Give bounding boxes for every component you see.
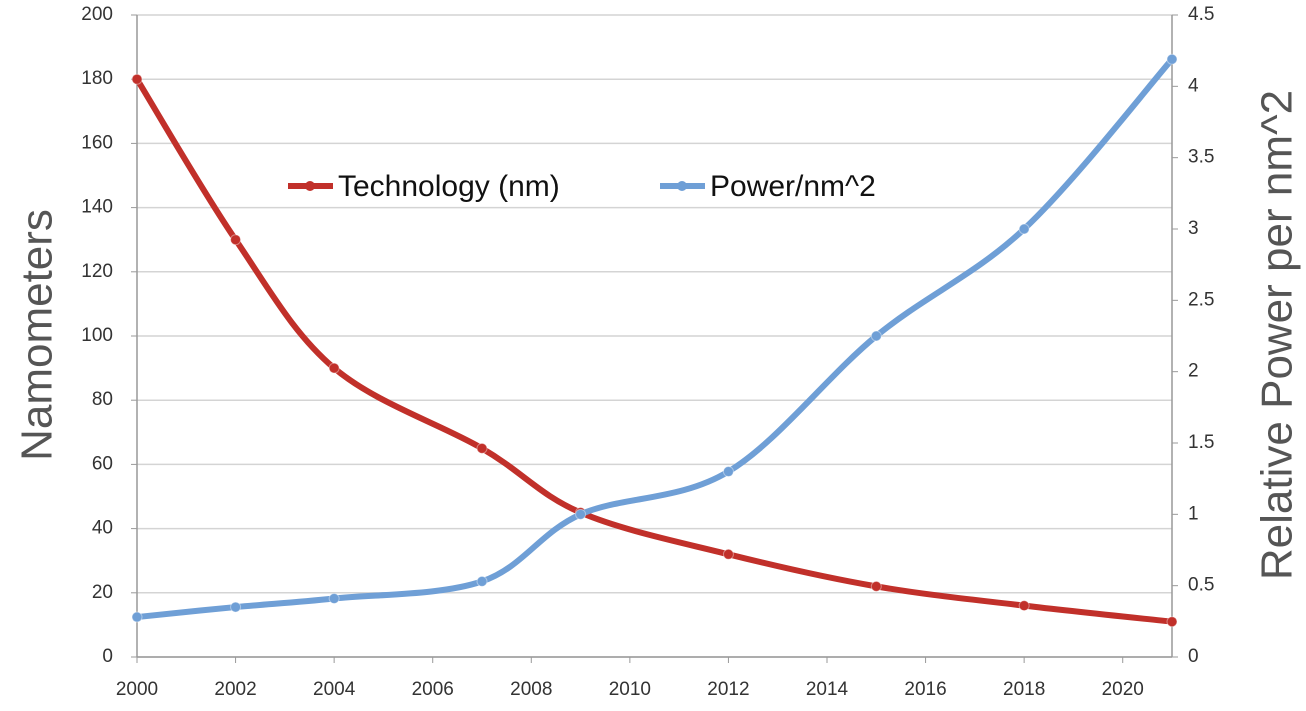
x-tick-label: 2016 (904, 679, 946, 700)
legend-marker (677, 181, 687, 191)
y-tick-label: 200 (81, 4, 113, 25)
series-marker (870, 330, 882, 342)
y2-tick-label: 3 (1188, 218, 1199, 239)
legend-marker (305, 181, 315, 191)
x-tick-label: 2018 (1003, 679, 1045, 700)
y-tick-label: 40 (92, 518, 113, 539)
series-marker (575, 508, 587, 520)
series-line (134, 56, 1175, 621)
series-marker (230, 601, 242, 613)
series-marker (1018, 600, 1030, 612)
y2-tick-label: 4 (1188, 75, 1199, 96)
series-marker (131, 611, 143, 623)
x-tick-label: 2010 (609, 679, 651, 700)
series-marker (131, 73, 143, 85)
series-marker (328, 362, 340, 374)
y-tick-label: 100 (81, 325, 113, 346)
series-marker (230, 234, 242, 246)
legend-label: Technology (nm) (338, 170, 560, 203)
series-marker (1018, 223, 1030, 235)
y-axis-title: Namometers (13, 209, 62, 461)
x-tick-label: 2002 (214, 679, 256, 700)
y2-tick-label: 1.5 (1188, 432, 1214, 453)
y-tick-label: 60 (92, 453, 113, 474)
series-marker (722, 548, 734, 560)
y-tick-label: 0 (102, 646, 113, 667)
y-tick-label: 140 (81, 197, 113, 218)
x-tick-label: 2008 (510, 679, 552, 700)
y-tick-label: 160 (81, 132, 113, 153)
y2-tick-label: 0.5 (1188, 575, 1214, 596)
series-marker (476, 575, 488, 587)
x-tick-label: 2000 (116, 679, 158, 700)
y2-tick-label: 3.5 (1188, 147, 1214, 168)
series-marker (722, 466, 734, 478)
y-tick-label: 120 (81, 261, 113, 282)
y2-tick-label: 0 (1188, 646, 1199, 667)
y2-tick-label: 1 (1188, 503, 1199, 524)
x-tick-label: 2014 (806, 679, 849, 700)
series-marker (328, 593, 340, 605)
series-marker (870, 580, 882, 592)
y2-axis-title: Relative Power per nm^2 (1253, 90, 1302, 580)
y-tick-label: 180 (81, 68, 113, 89)
legend-label: Power/nm^2 (710, 170, 876, 203)
y2-tick-label: 2 (1188, 361, 1199, 382)
series-marker (1166, 616, 1178, 628)
y-tick-label: 80 (92, 389, 113, 410)
x-tick-label: 2004 (313, 679, 356, 700)
x-tick-label: 2006 (412, 679, 454, 700)
series-marker (1166, 53, 1178, 65)
x-tick-label: 2020 (1102, 679, 1144, 700)
x-tick-label: 2012 (707, 679, 749, 700)
series-marker (476, 442, 488, 454)
y2-tick-label: 2.5 (1188, 289, 1214, 310)
series-line (134, 76, 1175, 625)
y-tick-label: 20 (92, 582, 113, 603)
y2-tick-label: 4.5 (1188, 4, 1214, 25)
